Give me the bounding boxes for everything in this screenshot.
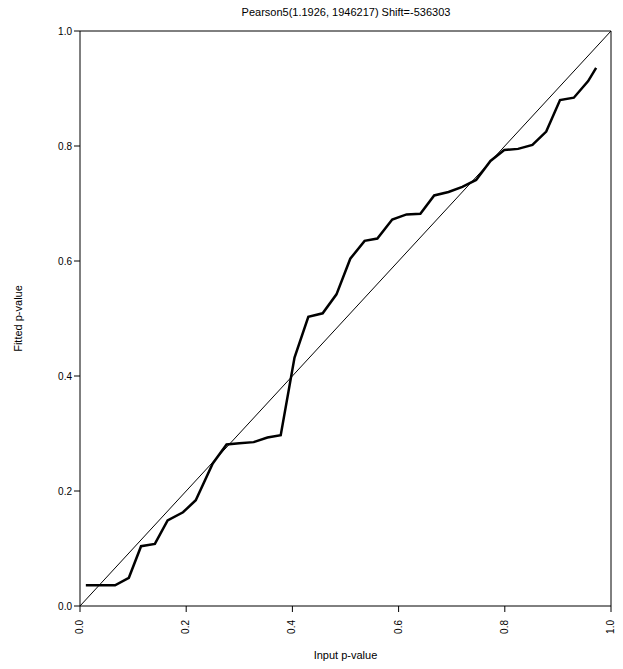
svg-text:Fitted p-value: Fitted p-value (12, 285, 24, 352)
svg-text:0.4: 0.4 (286, 620, 297, 634)
svg-text:0.8: 0.8 (499, 620, 510, 634)
svg-text:1.0: 1.0 (605, 620, 616, 634)
svg-text:0.0: 0.0 (58, 601, 72, 612)
svg-text:1.0: 1.0 (58, 26, 72, 37)
svg-text:0.4: 0.4 (58, 371, 72, 382)
svg-text:0.0: 0.0 (74, 620, 85, 634)
svg-text:0.2: 0.2 (180, 620, 191, 634)
svg-text:Input p-value: Input p-value (314, 649, 378, 661)
svg-text:0.2: 0.2 (58, 486, 72, 497)
svg-text:0.6: 0.6 (393, 620, 404, 634)
svg-text:0.8: 0.8 (58, 141, 72, 152)
svg-text:0.6: 0.6 (58, 256, 72, 267)
html-text:Pearson5(1.1926, 1946217) Shif: Pearson5(1.1926, 1946217) Shift=-536303 (241, 6, 451, 18)
